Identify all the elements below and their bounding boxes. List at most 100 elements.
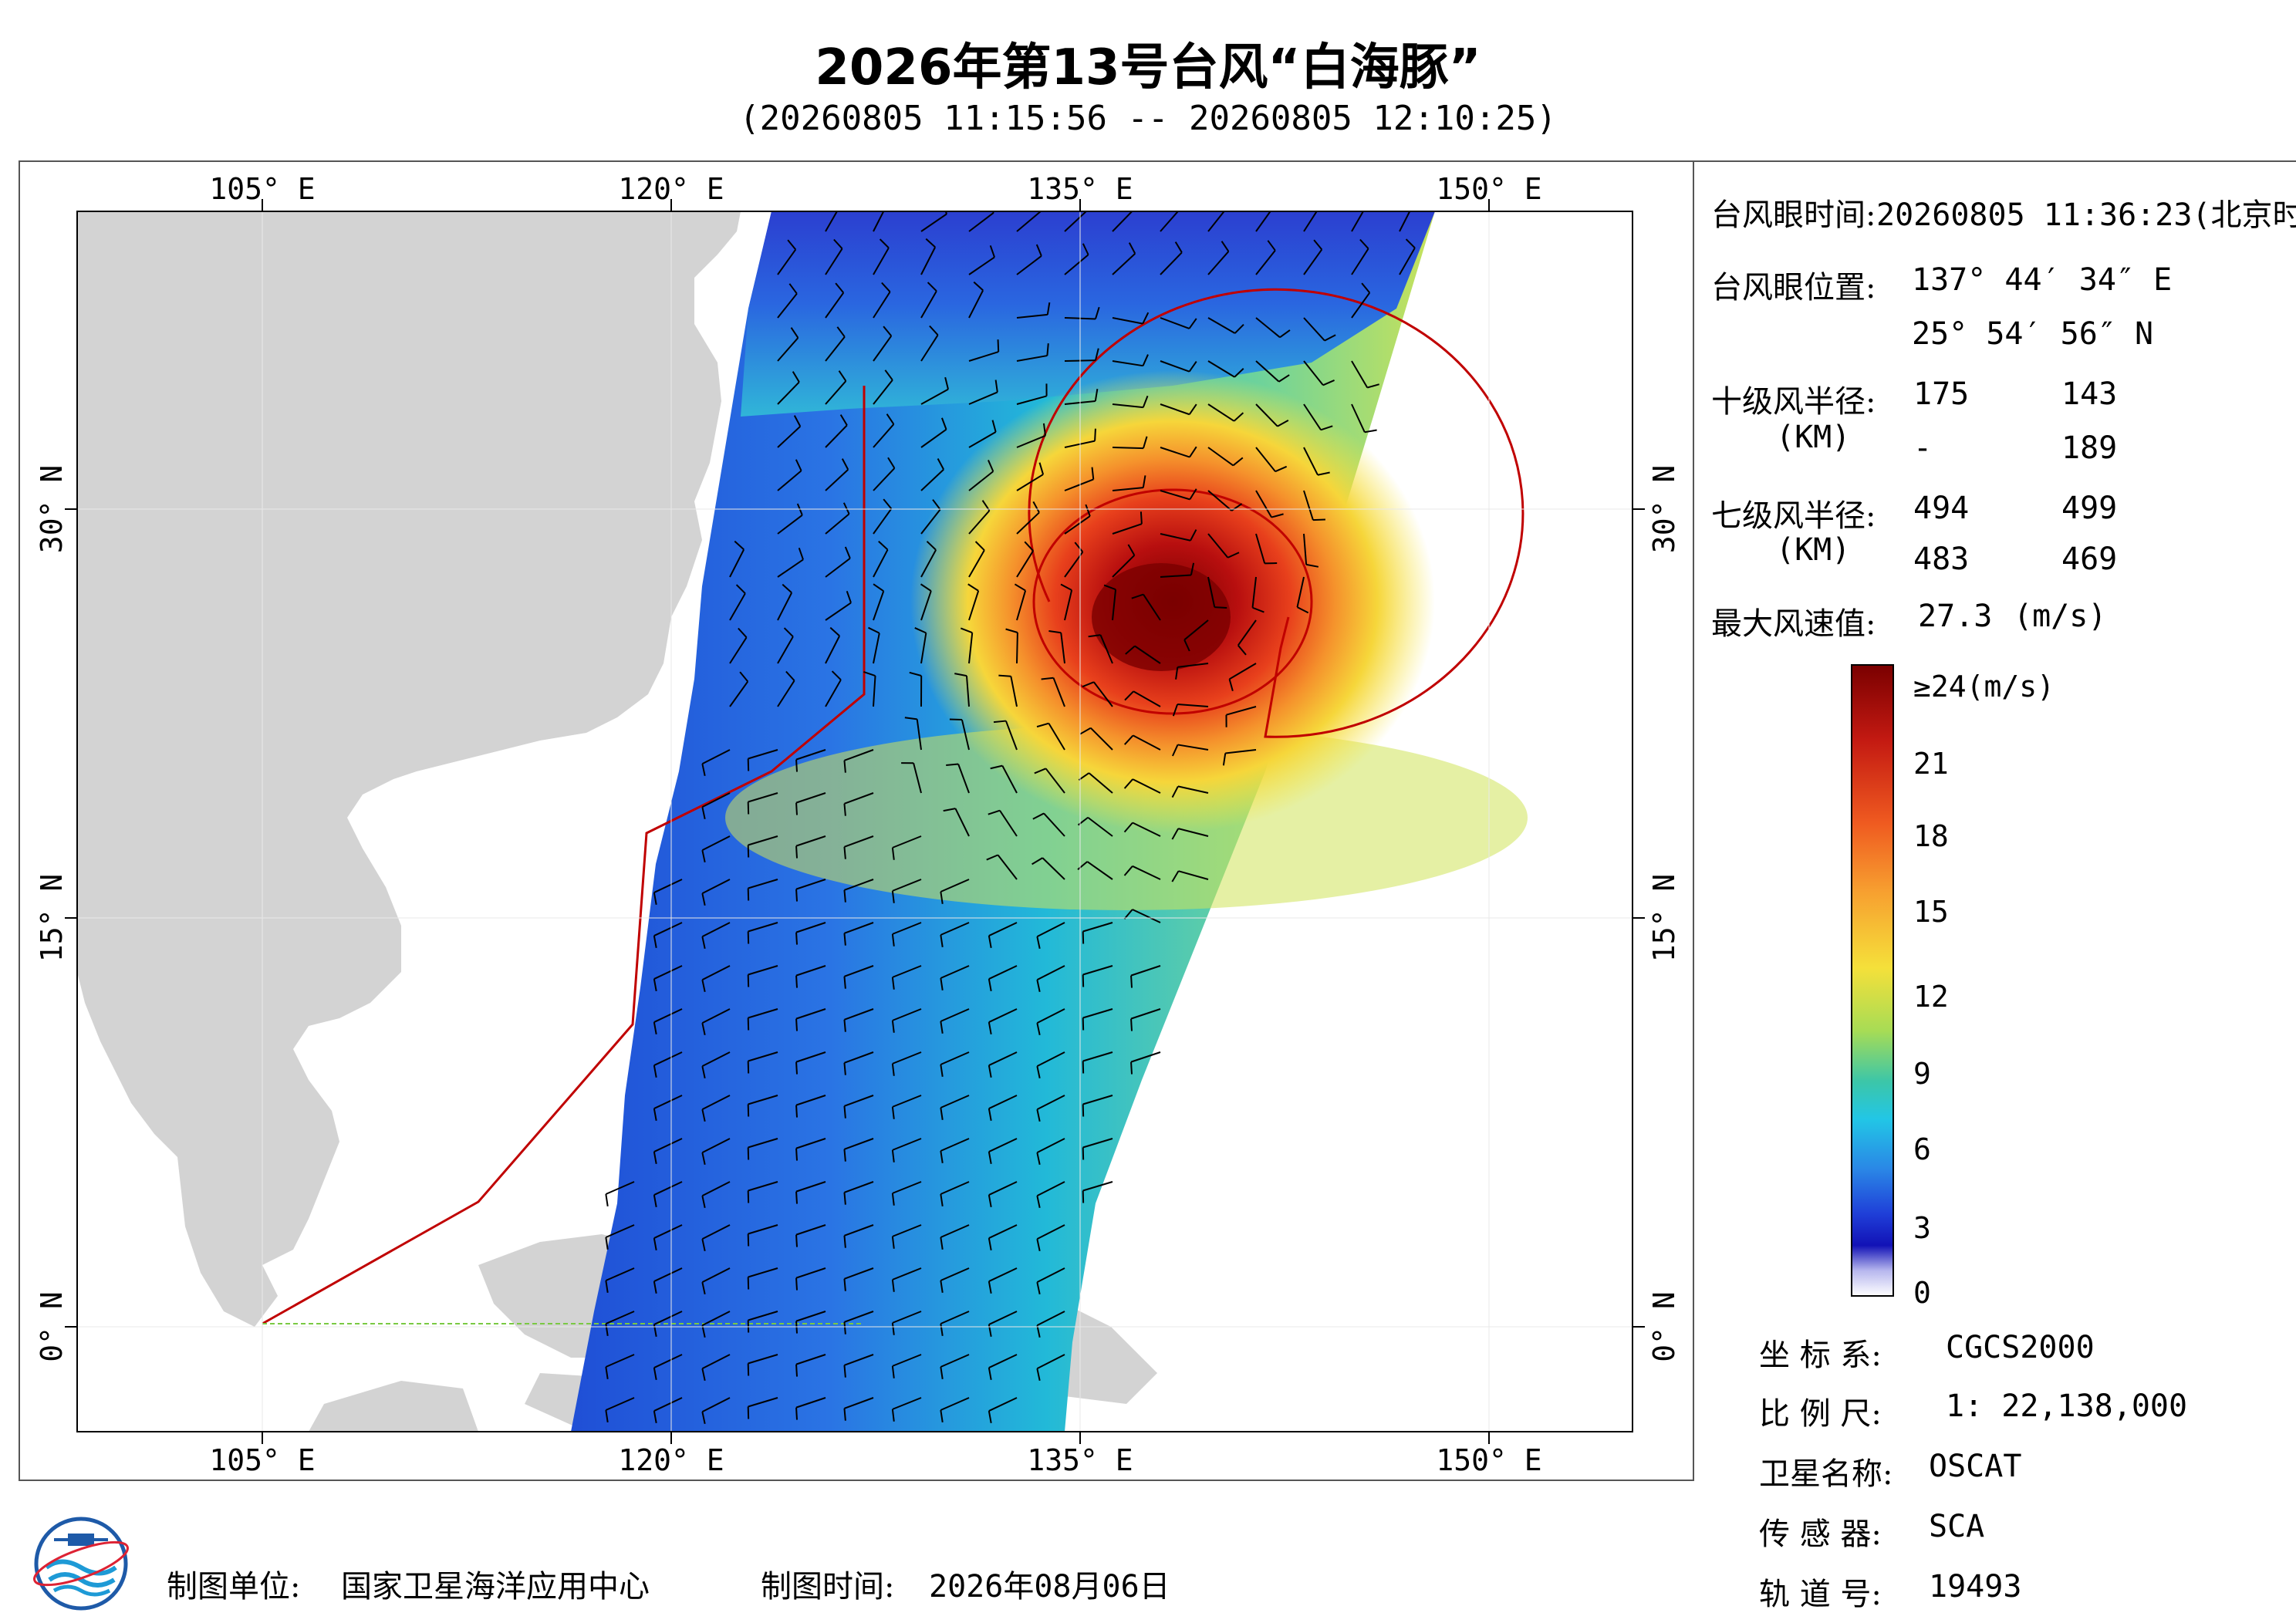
wind-barb [873, 423, 895, 448]
wind-barb [653, 1397, 683, 1412]
wind-barb-flag [701, 1108, 706, 1122]
wind-barb-flag [792, 371, 800, 383]
wind-barb [1036, 1138, 1065, 1154]
wind-barb [892, 965, 922, 978]
wind-barb [795, 1181, 826, 1193]
wind-barb [1207, 576, 1216, 608]
wind-barb-flag [891, 1106, 895, 1119]
wind-barb-flag [904, 717, 917, 720]
wind-barb-flag [940, 1237, 944, 1250]
eye-longitude: 137° 44′ 34″ E [1912, 262, 2173, 298]
x-tick-bottom-105: 105° E [209, 1443, 315, 1477]
x-tick-top-135: 135° E [1027, 172, 1133, 206]
wind-barb-flag [891, 1365, 895, 1378]
wind-barb-flag [988, 978, 992, 992]
wind-barb [1132, 778, 1161, 794]
wind-barb [892, 1224, 922, 1237]
wind-barb-flag [701, 1324, 706, 1338]
wind-barb [1016, 355, 1048, 362]
wind-barb-flag [1032, 812, 1045, 820]
wind-barb-flag [843, 1105, 846, 1119]
wind-barb-flag [1313, 239, 1323, 251]
wind-barb [1303, 490, 1314, 521]
wind-barb [729, 636, 748, 664]
x-tick-top-150: 150° E [1436, 172, 1541, 206]
wind-barb-flag [1320, 425, 1333, 431]
wind-barb [795, 922, 826, 933]
wind-barb [892, 1267, 922, 1281]
wind-barb-flag [701, 1195, 706, 1209]
wind-barb-flag [1095, 306, 1100, 319]
wind-barb [892, 1397, 922, 1410]
wind-barb [1036, 922, 1065, 938]
x-tick-top-105: 105° E [209, 172, 315, 206]
wind-barb [729, 592, 746, 621]
satellite-value: OSCAT [1929, 1449, 2022, 1484]
wind-barb [653, 1354, 683, 1368]
wind-barb [940, 1397, 970, 1411]
wind-barb-flag [1036, 1324, 1041, 1338]
wind-barb-flag [891, 1322, 895, 1335]
wind-barb [1090, 727, 1113, 751]
wind-barb-flag [782, 583, 792, 594]
wind-barb-flag [1036, 1108, 1041, 1122]
wind-barb-flag [891, 1020, 895, 1033]
wind-barb [1207, 447, 1234, 467]
wind-barb [795, 1051, 826, 1063]
wind-barb-flag [843, 1278, 846, 1291]
wind-barb [701, 1095, 731, 1111]
wind-barb-flag [843, 803, 846, 816]
wind-barb [605, 1267, 635, 1281]
wind-barb-flag [991, 420, 997, 433]
wind-barb [940, 965, 970, 979]
wind-barb [1112, 523, 1143, 535]
wind-barb-flag [1143, 436, 1148, 449]
wind-barb-flag [1361, 282, 1371, 294]
wind-barb-flag [873, 583, 884, 592]
wind-barb-flag [986, 854, 998, 861]
wind-barb [968, 212, 994, 232]
wind-barb-flag [605, 1409, 609, 1422]
wind-barb-flag [701, 1368, 706, 1382]
wind-barb [777, 515, 803, 535]
y-tick-left-15: 15° N [35, 874, 69, 962]
wind-barb-flag [1127, 544, 1136, 556]
wind-barb-flag [1046, 302, 1051, 315]
wind-barb-flag [994, 380, 998, 393]
wind-barb [1178, 870, 1209, 880]
wind-barb [795, 1354, 826, 1365]
wind-barb-flag [1038, 462, 1045, 475]
wind-barb [968, 633, 974, 664]
wind-barb-flag [701, 1152, 706, 1166]
wind-barb [873, 467, 896, 491]
wind-barb [920, 334, 939, 362]
wind-barb-flag [1036, 1152, 1041, 1166]
wind-barb [892, 1138, 922, 1151]
wind-barb [1160, 447, 1190, 458]
wind-barb-flag [863, 671, 876, 677]
max-wind-unit: (m/s) [2014, 599, 2107, 634]
wind-barb [748, 1354, 778, 1365]
wind-barb [1082, 965, 1113, 976]
wind-barb-flag [988, 1194, 992, 1208]
wind-barb-flag [891, 1279, 895, 1292]
wind-barb [605, 1181, 635, 1195]
wind-barb [1036, 1051, 1065, 1068]
wind-barb-flag [605, 1323, 609, 1336]
wind-barb [795, 1224, 826, 1236]
wind-barb [1112, 253, 1136, 275]
wind-barb-flag [1221, 241, 1230, 252]
wind-barb-flag [843, 1365, 846, 1378]
wind-barb-flag [1278, 374, 1290, 383]
wind-barb-flag [940, 891, 944, 904]
wind-barb [965, 676, 970, 707]
y-tick-left-0: 0° N [35, 1291, 69, 1362]
wind-barb-flag [891, 1149, 895, 1162]
wind-barb-flag [1094, 389, 1099, 402]
wind-barb-flag [1123, 734, 1134, 745]
wind-barb [1303, 447, 1319, 476]
r7-value-se: 499 [2061, 491, 2118, 526]
wind-barb-flag [829, 626, 840, 637]
wind-barb [873, 291, 891, 319]
